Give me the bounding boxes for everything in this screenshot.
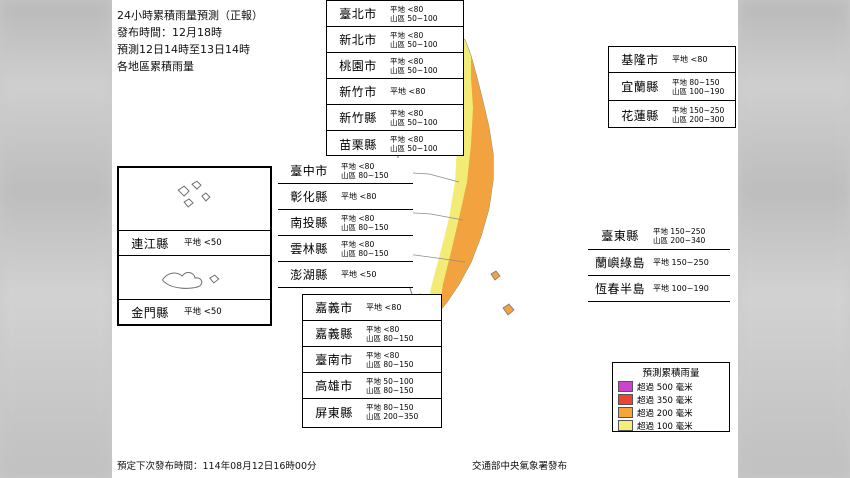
region-table-east-south: 臺東縣 平地 150~250 山區 200~340 蘭嶼綠島 平地 150~250…: [588, 222, 730, 304]
table-row: 嘉義縣 平地 <80 山區 80~150: [303, 321, 441, 347]
legend-item: 超過 200 毫米: [613, 406, 729, 419]
table-row: 金門縣 平地 <50: [119, 299, 270, 324]
legend-swatch-350: [618, 394, 633, 405]
table-row: 南投縣 平地 <80 山區 80~150: [278, 210, 413, 236]
table-row: 基隆市 平地 <80: [609, 47, 735, 73]
legend-title: 預測累積雨量: [642, 368, 700, 379]
table-row: 彰化縣 平地 <80: [278, 184, 413, 210]
region-table-east-north: 基隆市 平地 <80 宜蘭縣 平地 80~150 山區 100~190 花蓮縣 平…: [608, 46, 736, 128]
legend-item: 超過 350 毫米: [613, 393, 729, 406]
kinmen-islets-map: [161, 272, 220, 289]
forecast-range: 預測12日14時至13日14時: [117, 43, 250, 56]
table-row: 澎湖縣 平地 <50: [278, 262, 413, 288]
blurred-left-margin: [0, 0, 112, 478]
table-row: 臺南市 平地 <80 山區 80~150: [303, 347, 441, 373]
region-table-north: 臺北市 平地 <80 山區 50~100 新北市 平地 <80 山區 50~100 …: [326, 0, 464, 156]
matsu-islets-map: [177, 180, 211, 208]
region-table-central: 臺中市 平地 <80 山區 80~150 彰化縣 平地 <80 南投縣 平地 <8…: [278, 158, 413, 288]
legend-item: 超過 500 毫米: [613, 380, 729, 393]
table-row: 新北市 平地 <80 山區 50~100: [327, 27, 463, 53]
table-row: 苗栗縣 平地 <80 山區 50~100: [339, 135, 438, 153]
table-row: 花蓮縣 平地 150~250 山區 200~300: [621, 106, 725, 124]
blurred-right-margin: [738, 0, 850, 478]
table-row: 連江縣 平地 <50: [119, 230, 270, 256]
table-row: 臺東縣 平地 150~250 山區 200~340: [588, 222, 730, 250]
offshore-islands-panel: 連江縣 平地 <50 金門縣 平地 <50: [117, 166, 272, 326]
next-issue-note: 預定下次發布時間：114年08月12日16時00分: [117, 461, 317, 472]
table-row: 蘭嶼綠島 平地 150~250: [588, 250, 730, 276]
issue-time: 發布時間：12月18時: [117, 26, 222, 39]
table-row: 宜蘭縣 平地 80~150 山區 100~190: [609, 73, 735, 101]
legend-swatch-100: [618, 420, 633, 431]
legend-item: 超過 100 毫米: [613, 419, 729, 432]
table-row: 嘉義市 平地 <80: [303, 295, 441, 321]
agency-note: 交通部中央氣象署發布: [472, 461, 568, 472]
legend: 預測累積雨量 超過 500 毫米 超過 350 毫米 超過 200 毫米 超過 …: [612, 362, 730, 432]
table-row: 桃園市 平地 <80 山區 50~100: [327, 53, 463, 79]
table-row: 新竹縣 平地 <80 山區 50~100: [327, 105, 463, 131]
chart-title: 24小時累積雨量預測（正報）: [117, 9, 263, 22]
region-table-south: 嘉義市 平地 <80 嘉義縣 平地 <80 山區 80~150 臺南市 平地 <8…: [302, 294, 442, 428]
table-row: 恆春半島 平地 100~190: [588, 276, 730, 302]
table-row: 臺中市 平地 <80 山區 80~150: [278, 158, 413, 184]
table-row: 雲林縣 平地 <80 山區 80~150: [278, 236, 413, 262]
table-row: 高雄市 平地 50~100 山區 80~150: [303, 373, 441, 399]
legend-swatch-200: [618, 407, 633, 418]
forecast-sheet: 24小時累積雨量預測（正報） 發布時間：12月18時 預測12日14時至13日1…: [112, 0, 738, 478]
table-row: 屏東縣 平地 80~150 山區 200~350: [315, 403, 419, 421]
table-row: 臺北市 平地 <80 山區 50~100: [327, 1, 463, 27]
table-row: 新竹市 平地 <80: [327, 79, 463, 105]
chart-subtitle: 各地區累積雨量: [117, 60, 194, 73]
legend-swatch-500: [618, 381, 633, 392]
